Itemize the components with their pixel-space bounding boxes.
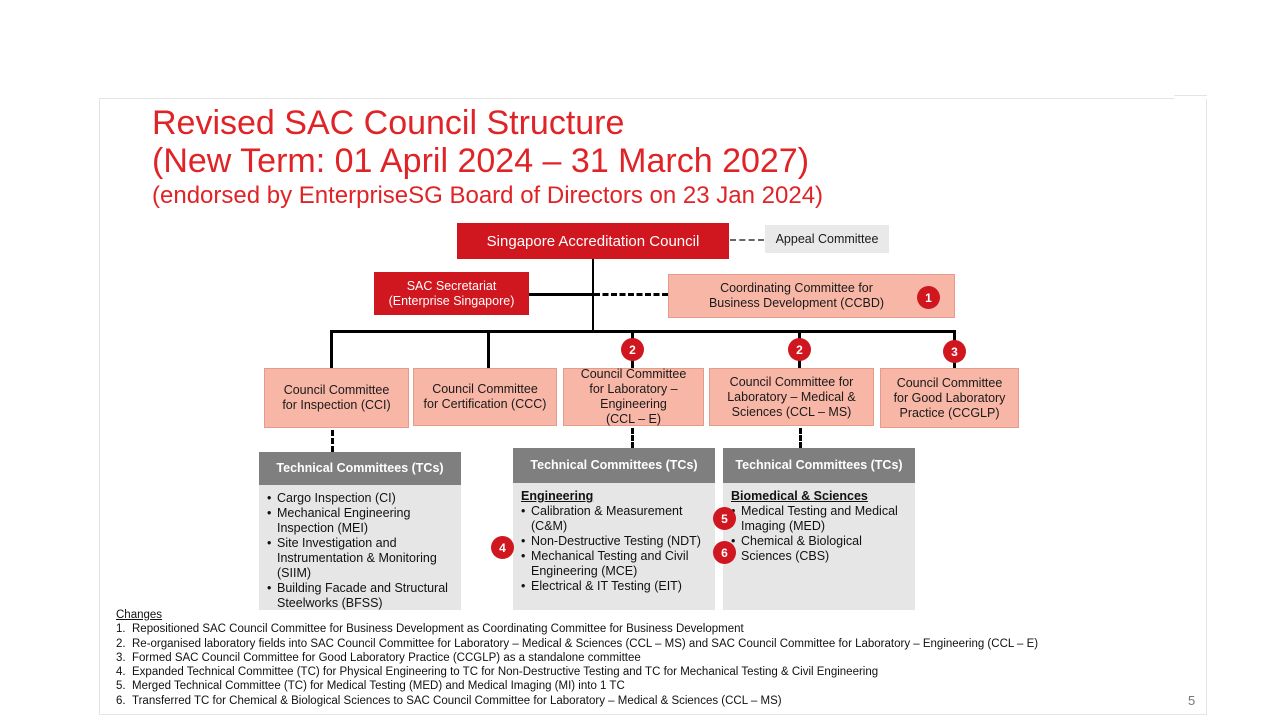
- changes-section: Changes 1. Repositioned SAC Council Commi…: [116, 608, 1038, 708]
- change-number: 4.: [116, 666, 126, 679]
- list-item: Electrical & IT Testing (EIT): [521, 579, 707, 594]
- change-text: Merged Technical Committee (TC) for Medi…: [132, 680, 625, 693]
- tc-medical-subheading: Biomedical & Sciences: [731, 489, 868, 503]
- council-trunk-line: [592, 259, 594, 332]
- tc-medical-list: Biomedical & Sciences Medical Testing an…: [723, 483, 915, 610]
- ccglp-label-3: Practice (CCGLP): [899, 405, 1000, 420]
- change-text: Expanded Technical Committee (TC) for Ph…: [132, 666, 879, 679]
- ccbd-dashed-link: [594, 293, 668, 296]
- ccle-label-2: for Laboratory –: [589, 382, 678, 396]
- tc-engineering-header-label: Technical Committees (TCs): [530, 458, 698, 472]
- council-box: Singapore Accreditation Council: [457, 223, 729, 259]
- list-item: Cargo Inspection (CI): [267, 491, 453, 506]
- list-item: Calibration & Measurement (C&M): [521, 504, 707, 534]
- change-text: Formed SAC Council Committee for Good La…: [132, 651, 641, 664]
- ccbd-box: Coordinating Committee for Business Deve…: [668, 274, 955, 318]
- list-item: 3. Formed SAC Council Committee for Good …: [116, 651, 1038, 665]
- list-item: 5. Merged Technical Committee (TC) for Me…: [116, 679, 1038, 693]
- list-item: Non-Destructive Testing (NDT): [521, 534, 707, 549]
- list-item: 2. Re-organised laboratory fields into SA…: [116, 637, 1038, 651]
- change-number: 6.: [116, 694, 126, 707]
- tc-engineering-subheading: Engineering: [521, 489, 594, 503]
- tc-inspection-header: Technical Committees (TCs): [259, 452, 461, 485]
- cci-label-2: for Inspection (CCI): [282, 398, 391, 412]
- ccglp-label-2: for Good Laboratory: [893, 390, 1006, 405]
- list-item: Mechanical Testing and Civil Engineering…: [521, 549, 707, 579]
- change-text: Transferred TC for Chemical & Biological…: [132, 694, 782, 707]
- ccle-label-1: Council Committee: [580, 367, 687, 381]
- list-item: 4. Expanded Technical Committee (TC) for …: [116, 665, 1038, 679]
- change-number: 3.: [116, 651, 126, 664]
- ccbd-label-1: Coordinating Committee for: [720, 281, 873, 295]
- secretariat-label-2: (Enterprise Singapore): [388, 293, 515, 308]
- ccle-box: Council Committee for Laboratory – Engin…: [563, 367, 704, 426]
- council-label: Singapore Accreditation Council: [486, 232, 700, 250]
- ccc-box: Council Committee for Certification (CCC…: [413, 368, 557, 426]
- badge-ccglp: 3: [943, 340, 966, 363]
- ccle-label-3: Engineering: [600, 397, 667, 411]
- ccglp-label-1: Council Committee: [896, 375, 1003, 390]
- badge-cbs: 6: [713, 541, 736, 564]
- secretariat-link-line: [529, 293, 593, 296]
- appeal-label: Appeal Committee: [775, 231, 879, 246]
- list-item: 1. Repositioned SAC Council Committee for…: [116, 622, 1038, 636]
- cci-box: Council Committee for Inspection (CCI): [264, 368, 409, 428]
- title-line-2: (New Term: 01 April 2024 – 31 March 2027…: [152, 142, 810, 180]
- ccglp-box: Council Committee for Good Laboratory Pr…: [880, 368, 1019, 428]
- list-item: 6. Transferred TC for Chemical & Biologic…: [116, 694, 1038, 708]
- secretariat-box: SAC Secretariat (Enterprise Singapore): [374, 272, 529, 315]
- cclms-label-2: Laboratory – Medical &: [727, 389, 856, 404]
- cci-tc-dashed: [331, 430, 334, 452]
- badge-med: 5: [713, 507, 736, 530]
- appeal-dashed-link: [730, 239, 764, 241]
- title-line-3: (endorsed by EnterpriseSG Board of Direc…: [152, 182, 824, 209]
- change-number: 5.: [116, 680, 126, 693]
- cclms-tc-dashed: [799, 428, 802, 448]
- changes-heading: Changes: [116, 609, 163, 621]
- drop-ccc: [487, 330, 490, 368]
- badge-cclms: 2: [788, 338, 811, 361]
- cclms-box: Council Committee for Laboratory – Medic…: [709, 368, 874, 426]
- tc-inspection-list: Cargo Inspection (CI) Mechanical Enginee…: [259, 485, 461, 610]
- list-item: Mechanical Engineering Inspection (MEI): [267, 506, 453, 536]
- cci-label-1: Council Committee: [283, 383, 390, 397]
- page-number: 5: [1188, 693, 1196, 708]
- ccle-tc-dashed: [631, 428, 634, 448]
- change-number: 2.: [116, 637, 126, 650]
- ccle-label-4: (CCL – E): [605, 412, 662, 426]
- ccc-label-1: Council Committee: [432, 382, 538, 396]
- tc-medical-header: Technical Committees (TCs): [723, 448, 915, 483]
- list-item: Chemical & Biological Sciences (CBS): [731, 534, 907, 564]
- change-number: 1.: [116, 623, 126, 636]
- drop-cci: [330, 330, 333, 368]
- cclms-label-1: Council Committee for: [729, 374, 854, 389]
- tc-inspection-header-label: Technical Committees (TCs): [276, 461, 444, 475]
- list-item: Site Investigation and Instrumentation &…: [267, 536, 453, 581]
- change-text: Re-organised laboratory fields into SAC …: [132, 637, 1039, 650]
- badge-ccle: 2: [621, 338, 644, 361]
- tc-medical-header-label: Technical Committees (TCs): [735, 458, 903, 472]
- list-item: Medical Testing and Medical Imaging (MED…: [731, 504, 907, 534]
- change-text: Repositioned SAC Council Committee for B…: [132, 623, 744, 636]
- badge-ndt: 4: [491, 536, 514, 559]
- appeal-committee-box: Appeal Committee: [765, 225, 889, 253]
- tc-engineering-list: Engineering Calibration & Measurement (C…: [513, 483, 715, 610]
- cclms-label-3: Sciences (CCL – MS): [731, 404, 852, 419]
- list-item: Building Facade and Structural Steelwork…: [267, 581, 453, 611]
- committee-bus-line: [330, 330, 956, 333]
- title-line-1: Revised SAC Council Structure: [152, 104, 625, 142]
- secretariat-label-1: SAC Secretariat: [406, 278, 497, 293]
- ccbd-label-2: Business Development (CCBD): [708, 296, 885, 310]
- tc-engineering-header: Technical Committees (TCs): [513, 448, 715, 483]
- badge-ccbd: 1: [917, 286, 940, 309]
- ccc-label-2: for Certification (CCC): [423, 397, 547, 411]
